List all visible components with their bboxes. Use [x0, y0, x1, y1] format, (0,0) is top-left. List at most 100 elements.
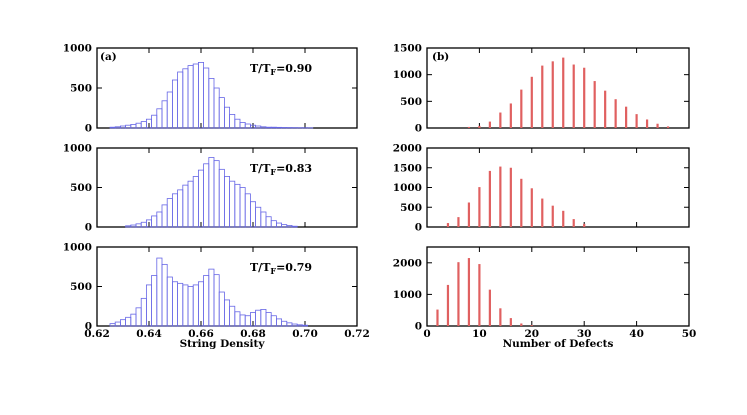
histogram-bar [229, 180, 236, 228]
y-tick-label: 1000 [63, 143, 92, 155]
histogram-bar [177, 189, 184, 228]
histogram-bar [151, 215, 158, 228]
y-tick-label: 0 [415, 321, 422, 333]
histogram-bar [234, 118, 241, 129]
temperature-label: T/TF=0.79 [250, 261, 312, 276]
histogram-bar [145, 284, 152, 327]
histogram-bar [161, 100, 168, 129]
defect-bar [509, 167, 512, 227]
histogram-bar [265, 126, 272, 129]
histogram-bar [260, 309, 267, 327]
defect-bar [446, 223, 450, 227]
histogram-bar [130, 224, 137, 228]
histogram-bar [140, 221, 147, 228]
histogram-bar [286, 225, 293, 228]
histogram-bar [223, 299, 230, 327]
histogram-bar [187, 286, 194, 327]
defect-bar [520, 89, 523, 128]
histogram-bar [213, 274, 220, 327]
defect-bar [562, 57, 565, 128]
chart-panel-b-row-1: 0 500 1000 1500 2000 [393, 143, 690, 234]
defect-bar [645, 119, 649, 128]
defect-bar [583, 223, 586, 227]
histogram-bar [166, 91, 173, 129]
histogram-bar [151, 275, 158, 327]
defect-bar [488, 121, 491, 128]
defect-bar [625, 106, 628, 128]
histogram-bar [203, 163, 210, 228]
y-tick-label: 1500 [393, 162, 422, 174]
x-tick-label: 0 [423, 328, 430, 340]
x-axis-title-b: Number of Defects [503, 338, 614, 350]
chart-panel-a-row-0: 0 500 1000 T/TF=0.90 [63, 43, 358, 135]
histogram-bar [161, 263, 168, 327]
defect-bar [530, 188, 533, 227]
histogram-bar [171, 193, 178, 228]
y-tick-label: 1000 [63, 43, 92, 55]
temperature-label-base: T/T [250, 62, 271, 75]
histogram-bar [156, 257, 163, 327]
x-tick-label: 0.64 [136, 328, 162, 340]
defect-bar [446, 284, 450, 326]
defect-bar [499, 112, 502, 128]
defect-bar [520, 178, 523, 227]
defect-bar [488, 289, 491, 326]
histogram-bar [177, 282, 184, 327]
histogram-bar [120, 319, 127, 327]
histogram-bar [135, 307, 142, 327]
histogram-bar [239, 122, 246, 129]
defect-bar [467, 126, 471, 128]
plot-frame [96, 147, 358, 228]
x-tick-label: 0.62 [84, 328, 110, 340]
histogram-bar [291, 323, 298, 327]
x-tick-label: 0.66 [188, 328, 214, 340]
chart-panel-a-row-1: 0 500 1000 T/TF=0.83 [63, 143, 358, 234]
histogram-bar [182, 68, 189, 129]
x-tick-label: 0.68 [240, 328, 266, 340]
defect-bar [635, 114, 638, 128]
defect-bar [499, 166, 502, 227]
defect-bar [478, 264, 481, 326]
x-tick-label: 0.70 [292, 328, 318, 340]
defect-bar [583, 67, 586, 128]
histogram-bar [281, 224, 288, 228]
panel-label-b: (b) [432, 51, 449, 63]
histogram-bar [187, 180, 194, 228]
histogram-bar [203, 67, 210, 129]
histogram-bar [208, 268, 215, 327]
defect-bar [562, 210, 565, 227]
y-tick-label: 500 [400, 96, 422, 108]
x-tick-label: 10 [472, 328, 487, 340]
histogram-bar [244, 315, 251, 327]
histogram-bar [208, 157, 215, 228]
defect-bar [593, 81, 596, 128]
y-tick-label: 500 [70, 281, 92, 293]
defect-bar [478, 187, 481, 227]
temperature-label-base: T/T [250, 261, 271, 274]
plot-frame [426, 246, 690, 327]
histogram-bar [255, 206, 262, 228]
histogram-bar [229, 114, 236, 129]
temperature-label: T/TF=0.83 [250, 162, 312, 177]
defect-bar [656, 123, 659, 128]
y-tick-label: 0 [415, 222, 422, 234]
defect-bar [478, 125, 481, 128]
histogram-bar [120, 125, 127, 129]
defect-bar [614, 99, 617, 128]
y-tick-label: 2000 [393, 257, 422, 269]
histogram-bar [177, 71, 184, 129]
x-tick-label: 50 [682, 328, 697, 340]
defect-bar [551, 205, 554, 227]
y-tick-label: 0 [85, 123, 92, 135]
histogram-bar [125, 316, 132, 327]
defect-bar [666, 126, 670, 128]
histogram-bar [156, 211, 163, 228]
histogram-bar [192, 284, 199, 327]
histogram-bar [275, 126, 282, 129]
y-tick-label: 500 [70, 182, 92, 194]
y-tick-label: 0 [415, 123, 422, 135]
temperature-label-subscript: F [270, 67, 276, 77]
temperature-label-value: =0.90 [276, 62, 312, 75]
histogram-bar [281, 320, 288, 327]
histogram-bar [130, 313, 137, 327]
